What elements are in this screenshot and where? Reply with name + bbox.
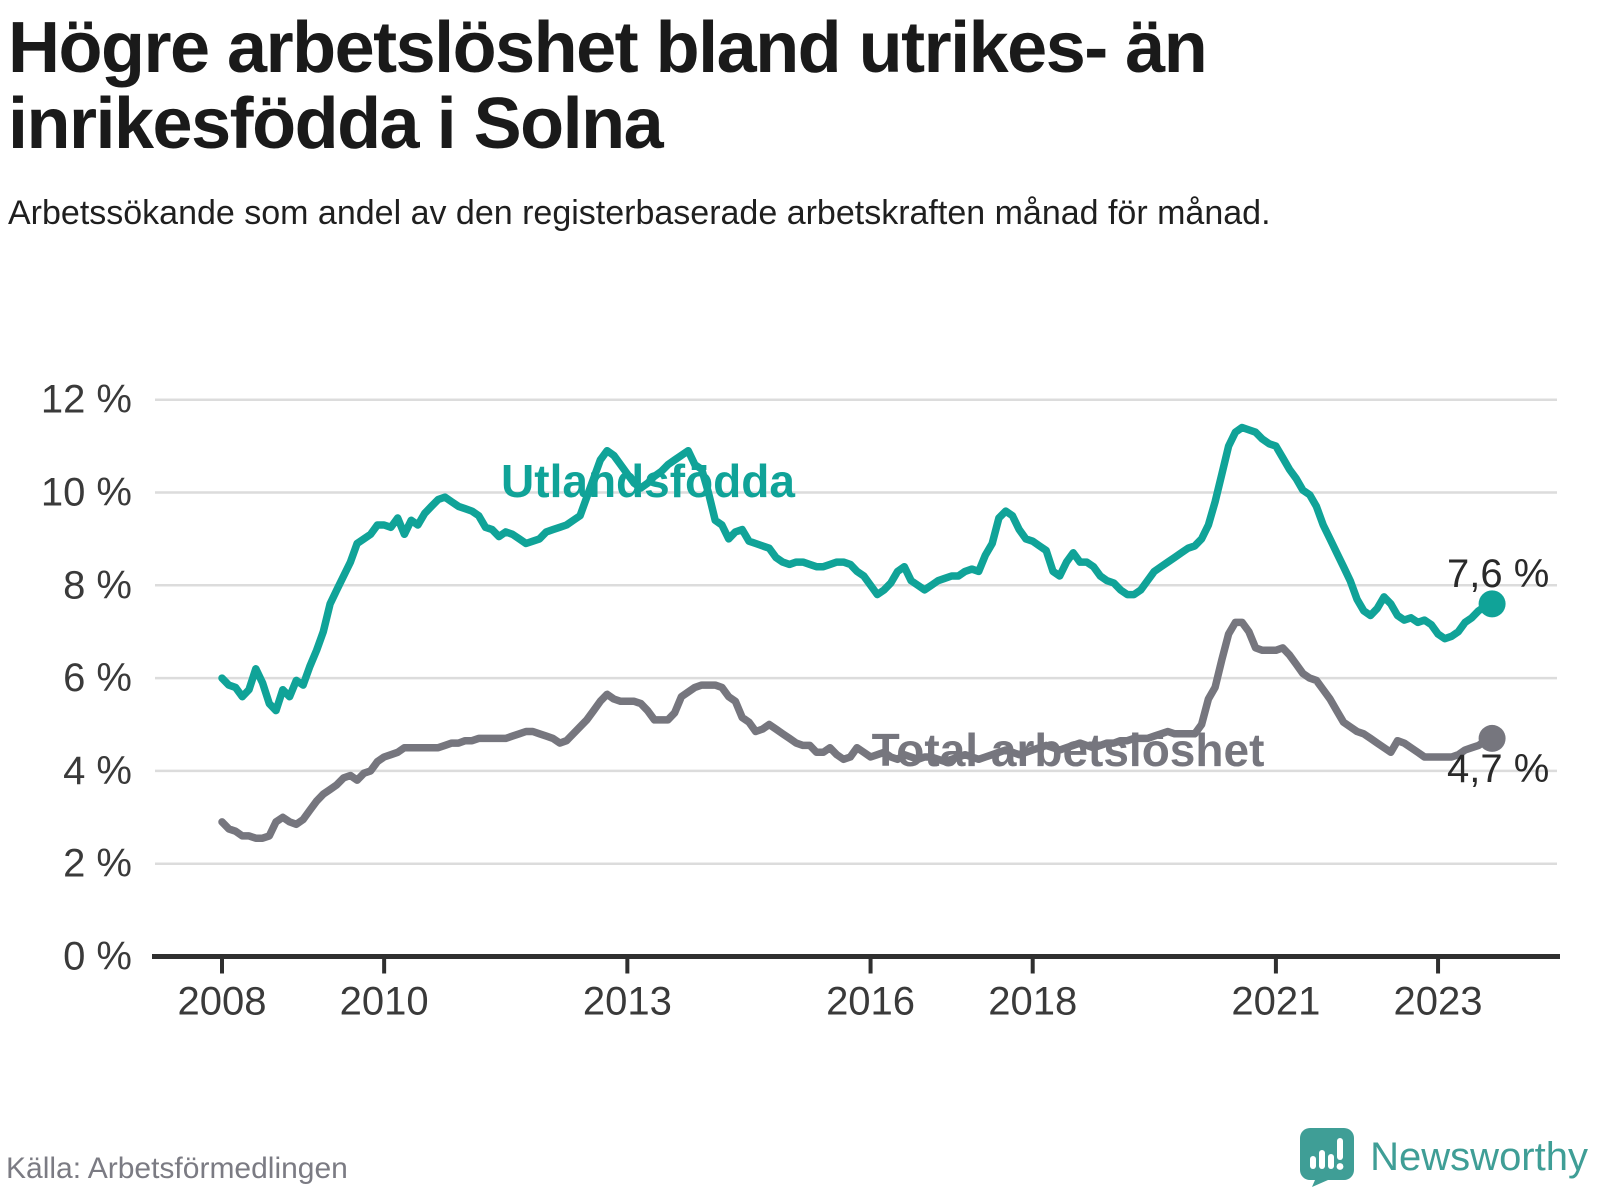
y-axis-tick-label: 10 % [41, 471, 132, 515]
series-line-total [218, 618, 1496, 842]
y-axis-tick-label: 2 % [63, 842, 132, 886]
chart-subtitle: Arbetssökande som andel av den registerb… [8, 194, 1271, 232]
source-note: Källa: Arbetsförmedlingen [6, 1152, 348, 1185]
y-axis-tick-label: 8 % [63, 563, 132, 607]
x-axis-tick-label: 2016 [826, 980, 915, 1024]
chart-title: Högre arbetslöshet bland utrikes- än inr… [8, 8, 1208, 164]
series-end-value-label: 4,7 % [1447, 747, 1549, 791]
x-axis-tick-label: 2008 [178, 980, 267, 1024]
brand-lockup: Newsworthy [1298, 1126, 1588, 1188]
newsworthy-logo-icon [1300, 1128, 1355, 1187]
x-axis-tick-label: 2023 [1394, 980, 1483, 1024]
series-end-dot [1478, 724, 1506, 752]
y-axis-tick-label: 12 % [41, 378, 132, 422]
series-end-value-label: 7,6 % [1447, 552, 1549, 596]
y-axis-tick-label: 4 % [63, 749, 132, 793]
brand-name: Newsworthy [1370, 1134, 1588, 1179]
y-axis-tick-label: 0 % [63, 935, 132, 979]
x-axis-tick-label: 2013 [583, 980, 672, 1024]
series-label: Total arbetslöshet [872, 724, 1265, 776]
series-line-utlandsfodda [218, 423, 1496, 715]
y-axis-tick-label: 6 % [63, 656, 132, 700]
x-axis-tick-label: 2010 [340, 980, 429, 1024]
x-axis-tick-label: 2018 [988, 980, 1077, 1024]
series-label: Utlandsfödda [501, 455, 795, 507]
x-axis-tick-label: 2021 [1231, 980, 1320, 1024]
series-end-dot [1478, 590, 1506, 618]
